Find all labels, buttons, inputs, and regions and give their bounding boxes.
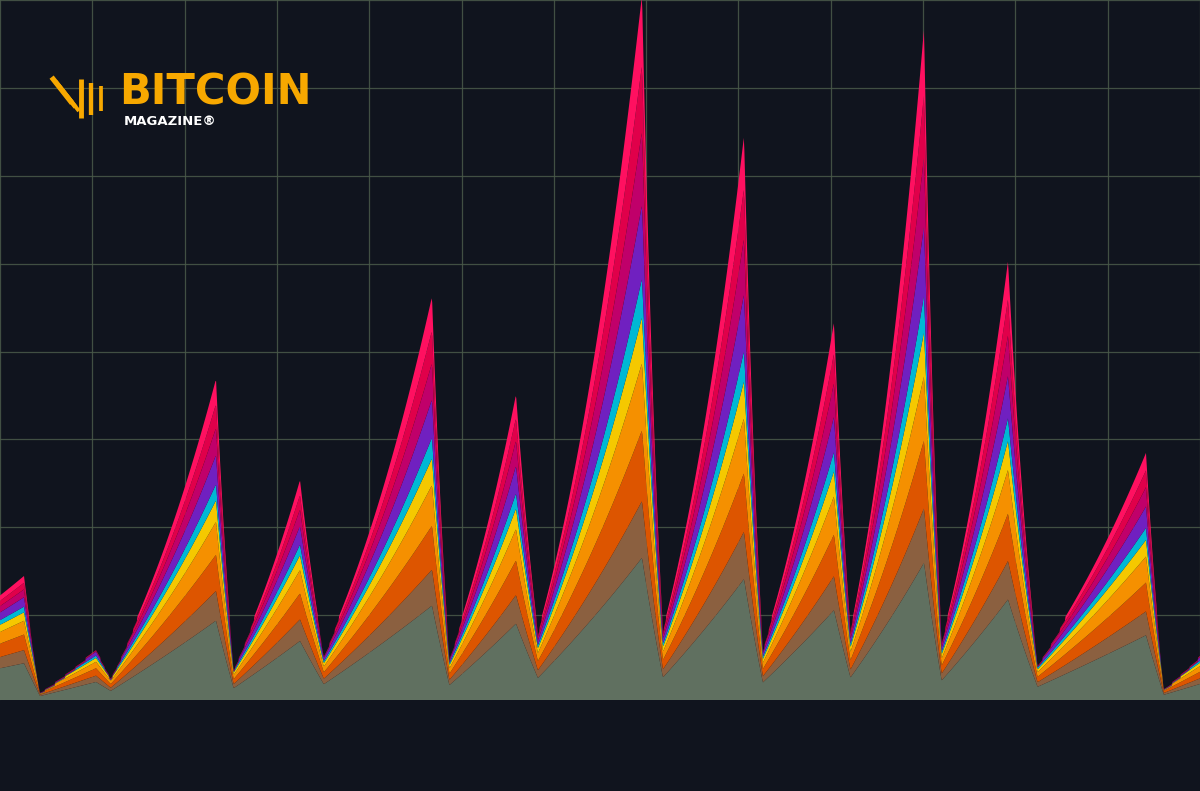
Text: BITCOIN: BITCOIN [119,71,312,114]
Text: MAGAZINE®: MAGAZINE® [124,115,217,127]
